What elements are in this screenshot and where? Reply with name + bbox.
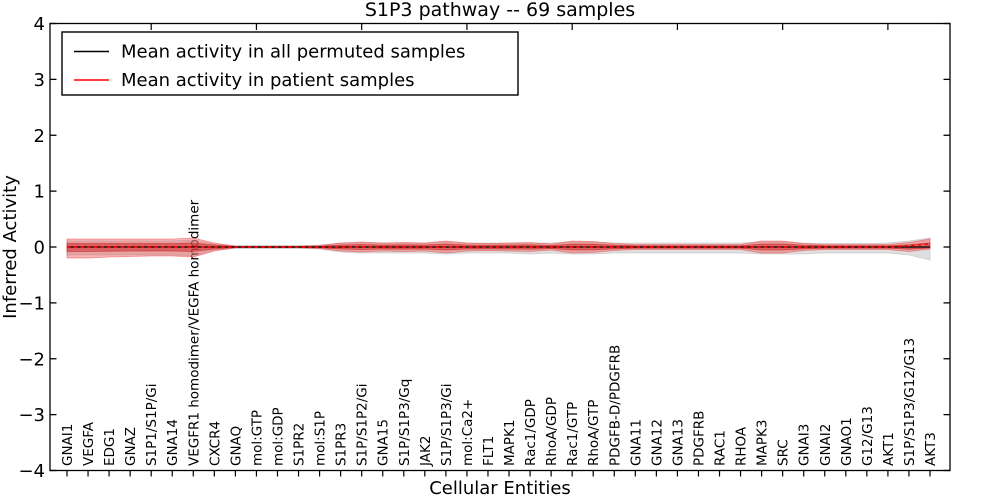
x-tick-label: AKT3: [923, 432, 939, 466]
x-tick-label: VEGFR1 homodimer/VEGFA homodimer: [186, 199, 202, 466]
x-tick-label: PDGFB-D/PDGFRB: [607, 345, 623, 466]
x-tick-label: Rac1/GTP: [565, 402, 581, 466]
x-tick-label: S1P1/S1P/Gi: [144, 384, 160, 467]
x-axis-label: Cellular Entities: [429, 478, 571, 499]
x-tick-label: GNA14: [165, 419, 181, 466]
x-tick-label: GNAQ: [228, 426, 244, 466]
x-tick-label: mol:GDP: [270, 407, 286, 466]
x-tick-label: PDGFRB: [691, 411, 707, 466]
y-tick-label: 3: [34, 70, 45, 91]
x-tick-label: GNAI2: [818, 424, 834, 466]
x-tick-label: GNA12: [649, 419, 665, 466]
x-tick-label: S1P/S1P3/Gq: [397, 379, 413, 466]
x-tick-label: CXCR4: [207, 421, 223, 466]
x-tick-label: G12/G13: [860, 406, 876, 466]
patient-mean-line: [67, 242, 931, 248]
x-tick-label: GNA15: [376, 419, 392, 466]
legend-label: Mean activity in all permuted samples: [121, 42, 465, 63]
x-tick-label: JAK2: [418, 436, 434, 467]
x-tick-label: mol:GTP: [249, 410, 265, 466]
y-tick-label: −4: [18, 461, 45, 482]
x-tick-label: mol:Ca2+: [460, 399, 476, 466]
x-tick-label: AKT1: [881, 432, 897, 466]
x-tick-label: S1P/S1P2/Gi: [355, 384, 371, 467]
x-tick-label: GNAI3: [797, 424, 813, 466]
x-tick-label: VEGFA: [81, 421, 97, 466]
chart-title: S1P3 pathway -- 69 samples: [365, 0, 635, 21]
legend-box: [61, 31, 519, 96]
x-tick-label: Rac1/GDP: [523, 399, 539, 466]
x-tick-label: GNA13: [670, 419, 686, 466]
y-tick-label: −1: [18, 293, 45, 314]
x-tick-label: S1P/S1P3/Gi: [439, 384, 455, 467]
y-tick-label: 0: [34, 238, 45, 259]
x-tick-label: GNAZ: [123, 427, 139, 466]
x-tick-label: MAPK3: [755, 420, 771, 466]
y-tick-label: 4: [34, 14, 45, 35]
y-tick-label: −2: [18, 349, 45, 370]
y-tick-label: 1: [34, 182, 45, 203]
legend: Mean activity in all permuted samples Mea…: [61, 31, 519, 96]
y-axis-label: Inferred Activity: [0, 175, 21, 319]
x-tick-label: SRC: [776, 439, 792, 466]
x-tick-label: MAPK1: [502, 420, 518, 466]
x-tick-label: GNA11: [628, 419, 644, 466]
legend-label: Mean activity in patient samples: [121, 70, 415, 91]
x-tick-label: RhoA/GTP: [586, 400, 602, 466]
x-tick-label: S1PR2: [292, 423, 308, 466]
x-tick-label: RhoA/GDP: [544, 397, 560, 466]
y-tick-label: −3: [18, 405, 45, 426]
x-tick-label: S1P/S1P3/G12/G13: [902, 338, 918, 466]
x-tick-label: RHOA: [734, 426, 750, 466]
x-tick-label: mol:S1P: [313, 411, 329, 466]
x-tick-label: EDG1: [102, 428, 118, 466]
x-tick-label: RAC1: [713, 430, 729, 466]
x-tick-label: S1PR3: [334, 423, 350, 466]
x-tick-label: FLT1: [481, 436, 497, 466]
x-tick-label: GNAI1: [60, 424, 76, 466]
y-tick-label: 2: [34, 126, 45, 147]
x-tick-label: GNAO1: [839, 417, 855, 466]
